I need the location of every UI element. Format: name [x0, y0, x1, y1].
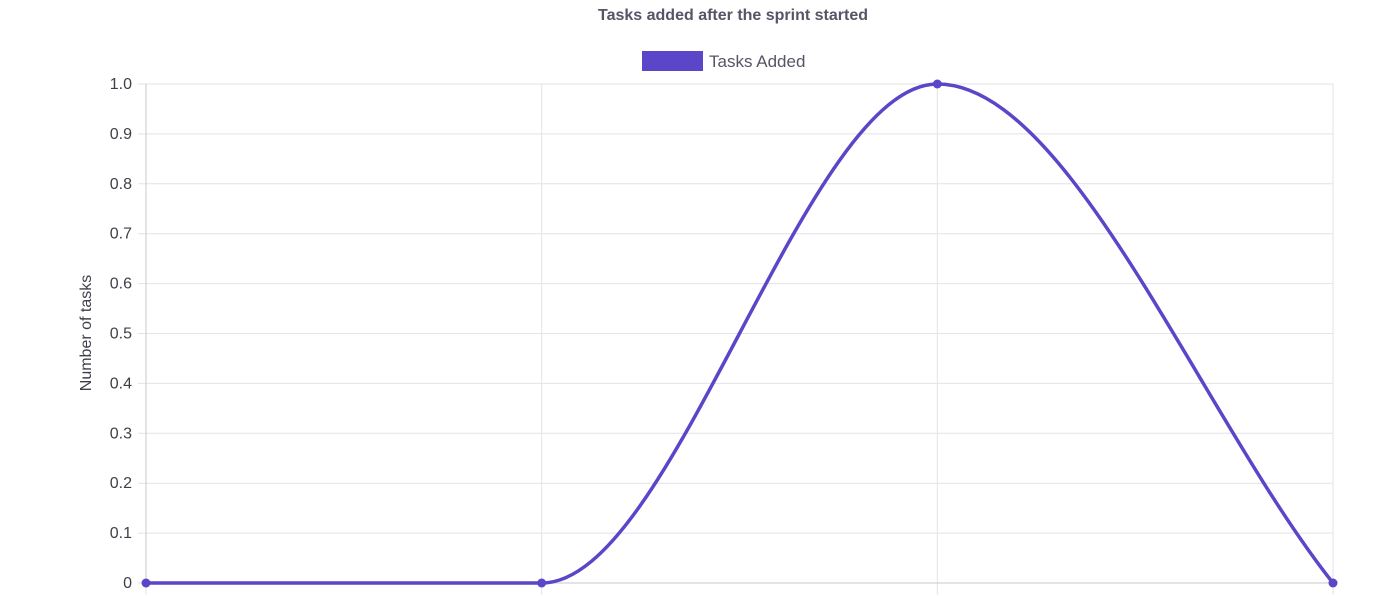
- data-point[interactable]: [141, 578, 151, 588]
- y-tick-label: 0.2: [110, 475, 132, 492]
- data-point[interactable]: [537, 578, 547, 588]
- data-point[interactable]: [932, 79, 942, 89]
- y-tick-label: 0: [123, 575, 132, 592]
- y-tick-label: 0.8: [110, 176, 132, 193]
- y-tick-label: 0.3: [110, 425, 132, 442]
- chart-title: Tasks added after the sprint started: [598, 7, 868, 24]
- legend-swatch: [642, 51, 703, 71]
- y-tick-label: 0.9: [110, 126, 132, 143]
- data-point[interactable]: [1328, 578, 1338, 588]
- axes: 0 0.1 0.2 0.3 0.4 0.5 0.6 0.7 0.8 0.9 1.0: [110, 76, 1333, 592]
- y-tick-label: 1.0: [110, 76, 132, 93]
- y-tick-label: 0.7: [110, 226, 132, 243]
- y-axis-title: Number of tasks: [78, 275, 95, 391]
- legend-label: Tasks Added: [709, 52, 805, 71]
- y-tick-label: 0.5: [110, 326, 132, 343]
- y-tick-label: 0.4: [110, 375, 132, 392]
- y-tick-label: 0.1: [110, 525, 132, 542]
- y-tick-label: 0.6: [110, 276, 132, 293]
- series: [141, 79, 1338, 588]
- legend[interactable]: Tasks Added: [642, 51, 805, 71]
- series-line-tasks-added: [144, 82, 1335, 585]
